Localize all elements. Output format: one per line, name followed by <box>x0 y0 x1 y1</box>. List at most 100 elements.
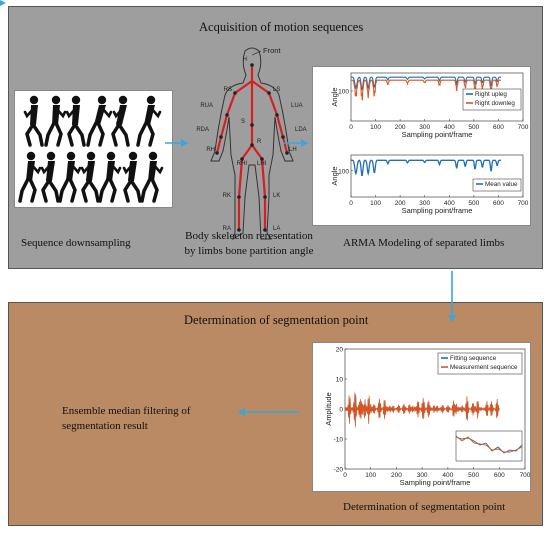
segmentation-chart-box: 0 100 200 300 400 500 600 700 20 10 0 -10 -20 Samplin… <box>312 342 531 492</box>
silhouette-arm <box>69 162 82 175</box>
joint-label-h: H <box>243 57 247 63</box>
chart1-axes-frame <box>350 72 524 122</box>
bottom-panel-title: Determination of segmentation point <box>184 313 369 327</box>
skeleton-bone <box>260 158 267 198</box>
chart2-xtick-label: 400 <box>444 200 455 207</box>
skeleton-bone <box>251 144 263 160</box>
chart3-ytick-label: 20 <box>336 347 344 354</box>
chart3-xtick-label: 500 <box>468 472 479 479</box>
chart3-xtick-label: 200 <box>391 472 402 479</box>
skeleton-bone <box>275 114 285 138</box>
chart3-ytick-label: -10 <box>334 437 344 444</box>
caption-sequence-downsampling: Sequence downsampling <box>21 237 131 249</box>
chart1-legend-box <box>462 88 522 111</box>
silhouette-leg <box>146 121 155 147</box>
skeleton-bone <box>267 92 279 116</box>
chart2-legend-label: Mean value <box>485 181 518 188</box>
silhouette-head <box>97 95 107 105</box>
chart3-xtick-label: 100 <box>365 472 376 479</box>
joint-label-la: LA <box>273 226 280 232</box>
chart3-xlabel: Sampling point/frame <box>400 478 471 487</box>
joint-label-rs: RS <box>224 87 232 93</box>
skeleton-joint <box>281 135 285 139</box>
chart3-ytick-label: 10 <box>336 377 344 384</box>
runner-silhouette <box>65 95 86 147</box>
chart3-ylabel: Amplitude <box>324 392 333 425</box>
joint-label-lua: LUA <box>291 103 303 109</box>
silhouette-leg <box>108 177 117 203</box>
silhouette-sequence-image <box>14 90 173 208</box>
joint-label-ra: RA <box>223 226 231 232</box>
chart2-axes-frame <box>350 154 524 198</box>
silhouette-head <box>148 151 158 161</box>
silhouette-arm <box>54 106 67 119</box>
chart1-xtick-label: 100 <box>370 124 381 131</box>
silhouette-leg <box>116 121 130 147</box>
skeleton-joint <box>240 157 244 161</box>
silhouette-leg <box>72 121 86 147</box>
arrow-chart-to-result-head <box>238 408 245 416</box>
runner-silhouette <box>136 95 162 147</box>
skeleton-bone <box>251 80 270 94</box>
silhouette-head <box>46 151 56 161</box>
silhouette-arm <box>122 162 135 175</box>
arrowhead-def <box>0 0 6 6</box>
chart2-xtick-label: 700 <box>518 200 529 207</box>
silhouette-head <box>106 151 116 161</box>
runner-silhouette <box>40 151 60 203</box>
silhouette-leg <box>136 121 148 147</box>
silhouette-leg <box>111 121 122 147</box>
silhouette-leg <box>140 177 152 203</box>
silhouette-arm <box>100 106 113 119</box>
silhouette-arm <box>23 106 36 119</box>
chart1-legend-label: Right upleg <box>475 91 507 98</box>
skeleton-joint <box>250 143 254 147</box>
joint-label-rh: RH <box>206 147 215 153</box>
silhouette-leg <box>86 121 98 147</box>
runner-silhouette <box>111 95 130 147</box>
chart1-xtick-label: 500 <box>468 124 479 131</box>
skeleton-joint <box>215 151 219 155</box>
body-skeleton-diagram: H RUA RS LS LUA RDA S LDA RH R LH RHI LHI RK LK RA LA Fro… <box>196 46 307 241</box>
segmentation-chart-caption: Determination of segmentation point <box>343 501 506 513</box>
skeleton-bone <box>241 144 253 160</box>
silhouette-leg <box>44 121 56 147</box>
silhouette-head <box>71 95 81 105</box>
result-line1: Ensemble median filtering of <box>62 405 191 417</box>
silhouette-head <box>66 151 76 161</box>
skeleton-joint <box>285 151 289 155</box>
chart3-inset-measurement <box>455 435 523 453</box>
chart3-xtick-label: 700 <box>520 472 531 479</box>
runner-silhouettes <box>18 95 164 203</box>
skeleton-joint <box>275 113 279 117</box>
joint-label-rda: RDA <box>196 127 209 133</box>
chart2-xtick-label: 500 <box>468 200 479 207</box>
silhouette-leg <box>67 121 78 147</box>
arrow-top-to-bottom-head <box>448 315 456 322</box>
silhouette-arm <box>40 162 53 175</box>
silhouette-arm <box>80 162 93 175</box>
motion-acquisition-panel: Acquisition of motion sequences H RUA RS LS… <box>8 6 543 269</box>
silhouette-leg <box>58 177 70 203</box>
runner-silhouette <box>80 151 100 203</box>
body-outline <box>210 47 294 241</box>
silhouette-head <box>86 151 96 161</box>
chart3-legend-label: Fitting sequence <box>450 355 497 362</box>
skeleton-joint <box>237 195 241 199</box>
chart2-xlabel: Sampling point/frame <box>402 206 473 215</box>
chart2-xtick-label: 200 <box>395 200 406 207</box>
silhouette-arm <box>65 106 78 119</box>
chart2-ytick-label: 100 <box>338 168 349 175</box>
caption-skeleton: Body skelecton reresentation by limbs bo… <box>174 229 324 259</box>
skeleton-joint <box>263 195 267 199</box>
chart2-xtick-label: 0 <box>349 200 353 207</box>
arma-charts: 0 100 200 300 400 500 600 700 100 Sampling point/… <box>330 72 529 215</box>
joint-label-lk: LK <box>273 193 280 199</box>
chart1-ytick-label: 100 <box>338 89 349 96</box>
silhouette-head <box>118 95 128 105</box>
skeleton-bone <box>225 92 237 116</box>
silhouette-leg <box>46 177 60 203</box>
skeleton-bone <box>281 136 289 154</box>
silhouette-head <box>29 95 39 105</box>
silhouette-torso <box>116 105 127 125</box>
